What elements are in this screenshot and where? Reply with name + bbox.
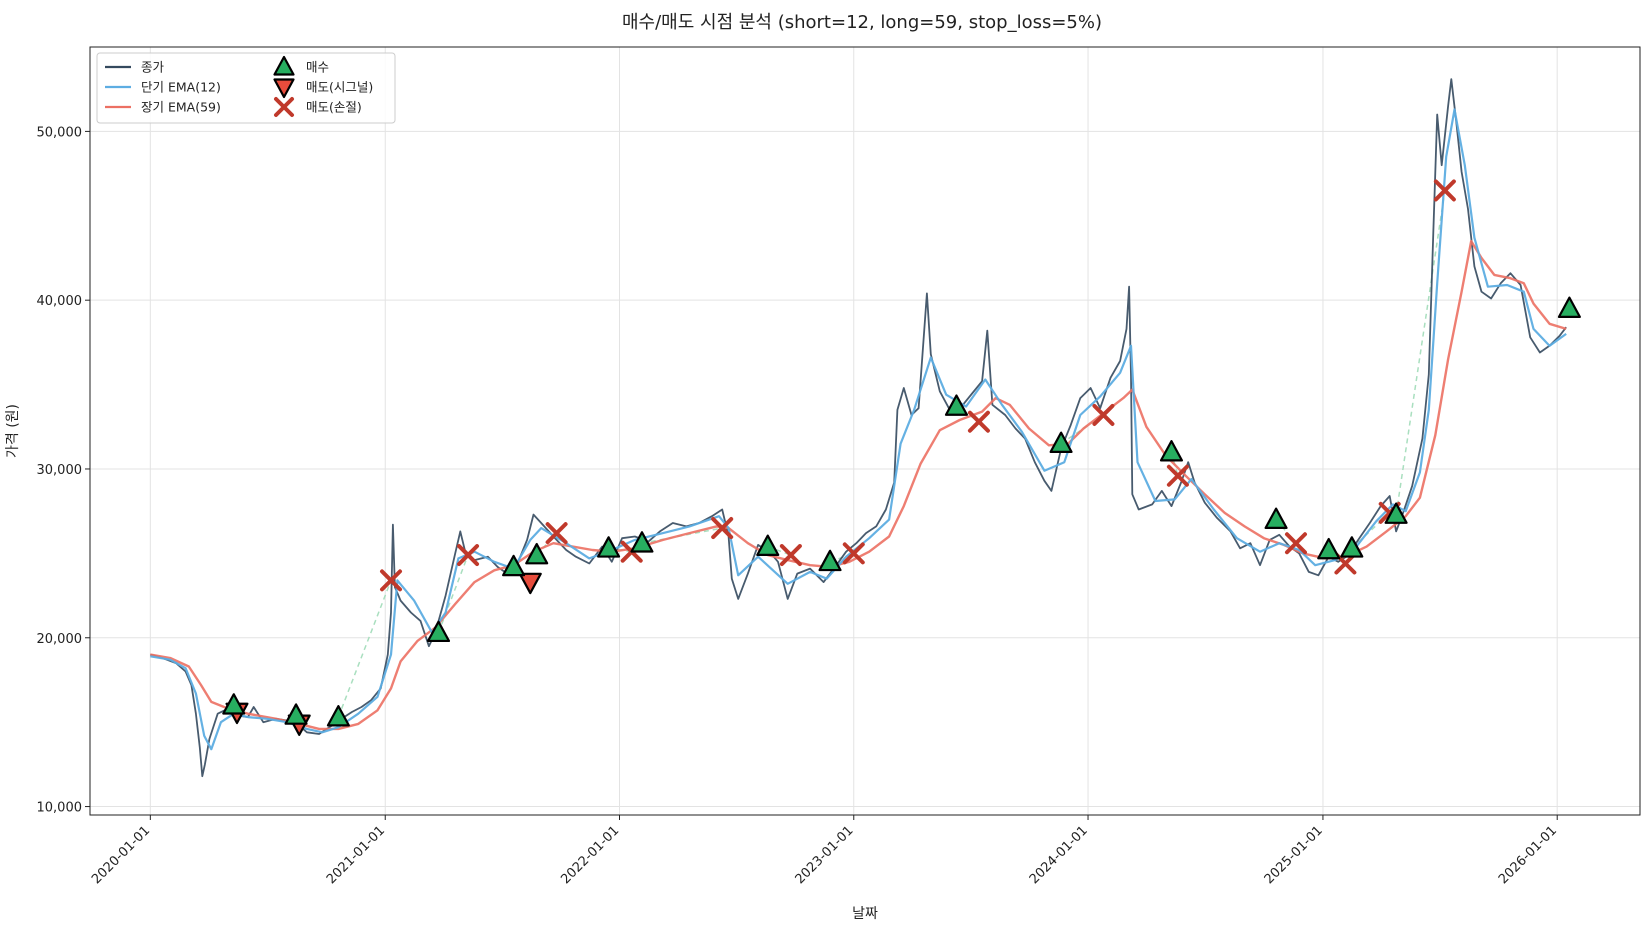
stop-cross-stroke [274, 97, 294, 117]
y-axis-title: 가격 (원) [5, 404, 21, 458]
sell-stop-marker [779, 544, 802, 567]
series-lines [150, 78, 1567, 778]
grid [90, 47, 1640, 815]
legend-box [96, 52, 396, 124]
buy-marker [944, 394, 969, 416]
buy-marker [502, 554, 526, 577]
x-tick-label: 2025-01-01 [1262, 823, 1326, 887]
sell-stop-marker [967, 410, 990, 433]
stop-cross-stroke [967, 410, 990, 433]
buy-marker [597, 536, 621, 558]
x-tick-label: 2021-01-01 [324, 823, 388, 887]
sell-signal-marker [518, 572, 542, 595]
sell-stop-marker [545, 522, 568, 545]
buy-marker [1317, 537, 1341, 560]
sell-stop-marker [380, 569, 403, 592]
y-tick-label: 40,000 [37, 294, 83, 309]
buy-marker [630, 531, 654, 553]
buy-marker [1384, 502, 1408, 524]
buy-marker [1049, 431, 1073, 454]
stop-cross-stroke [1284, 532, 1307, 555]
trade-markers [222, 179, 1581, 736]
sell-stop-marker [711, 517, 734, 540]
stop-cross-stroke [779, 544, 802, 567]
legend-label: 매도(시그널) [306, 80, 373, 95]
stop-cross-stroke [380, 569, 403, 592]
sell-stop-marker [1092, 403, 1115, 426]
plot-frame [89, 46, 1641, 816]
x-axis-title: 날짜 [852, 906, 878, 922]
y-tick-label: 20,000 [37, 632, 83, 647]
buy-marker [1557, 296, 1581, 318]
buy-marker [426, 620, 451, 643]
stop-cross-stroke [1166, 464, 1189, 487]
x-tick-label: 2024-01-01 [1027, 823, 1091, 887]
y-tick-label: 30,000 [37, 463, 83, 478]
series-line-ema-short [150, 108, 1567, 751]
stop-cross-stroke [457, 544, 480, 567]
x-tick-label: 2023-01-01 [793, 823, 857, 887]
stop-cross-stroke [842, 542, 865, 565]
sell-stop-marker [1284, 532, 1307, 555]
trade-link-line [337, 580, 392, 718]
y-tick-label: 50,000 [37, 125, 83, 140]
legend-swatch-buy [273, 55, 295, 76]
legend-label: 장기 EMA(59) [141, 100, 221, 115]
stop-cross-stroke [1433, 179, 1456, 202]
legend-label: 매도(손절) [306, 100, 362, 115]
legend-label: 매수 [306, 60, 329, 75]
axes: 2020-01-01 2021-01-01 2022-01-01 2023-01-01… [37, 125, 1561, 887]
chart-title: 매수/매도 시점 분석 (short=12, long=59, stop_los… [622, 12, 1102, 33]
series-line-ema-long [150, 239, 1567, 731]
legend-label: 단기 EMA(12) [141, 80, 221, 95]
trade-link-line [1395, 190, 1446, 515]
buy-marker [1340, 536, 1364, 558]
series-line-close [150, 78, 1567, 778]
stop-cross-stroke [711, 517, 734, 540]
buy-marker [818, 549, 842, 572]
buy-marker [222, 693, 246, 715]
buy-marker [1264, 507, 1288, 529]
legend-swatch-sell-signal [273, 78, 295, 99]
buy-marker [756, 534, 780, 556]
buy-marker [326, 705, 350, 727]
sell-stop-marker [1166, 464, 1189, 487]
x-tick-label: 2020-01-01 [89, 823, 153, 887]
sell-stop-marker [842, 542, 865, 565]
y-tick-label: 10,000 [37, 801, 83, 816]
sell-stop-marker [1433, 179, 1456, 202]
buy-marker [525, 542, 549, 565]
stop-cross-stroke [545, 522, 568, 545]
x-tick-label: 2022-01-01 [558, 823, 622, 887]
legend-swatch-sell-stop [274, 97, 294, 117]
sell-stop-marker [457, 544, 480, 567]
x-tick-label: 2026-01-01 [1496, 823, 1560, 887]
legend-label: 종가 [141, 60, 165, 75]
stop-cross-stroke [1092, 403, 1115, 426]
buy-marker [1159, 439, 1184, 462]
buy-marker [284, 703, 308, 725]
